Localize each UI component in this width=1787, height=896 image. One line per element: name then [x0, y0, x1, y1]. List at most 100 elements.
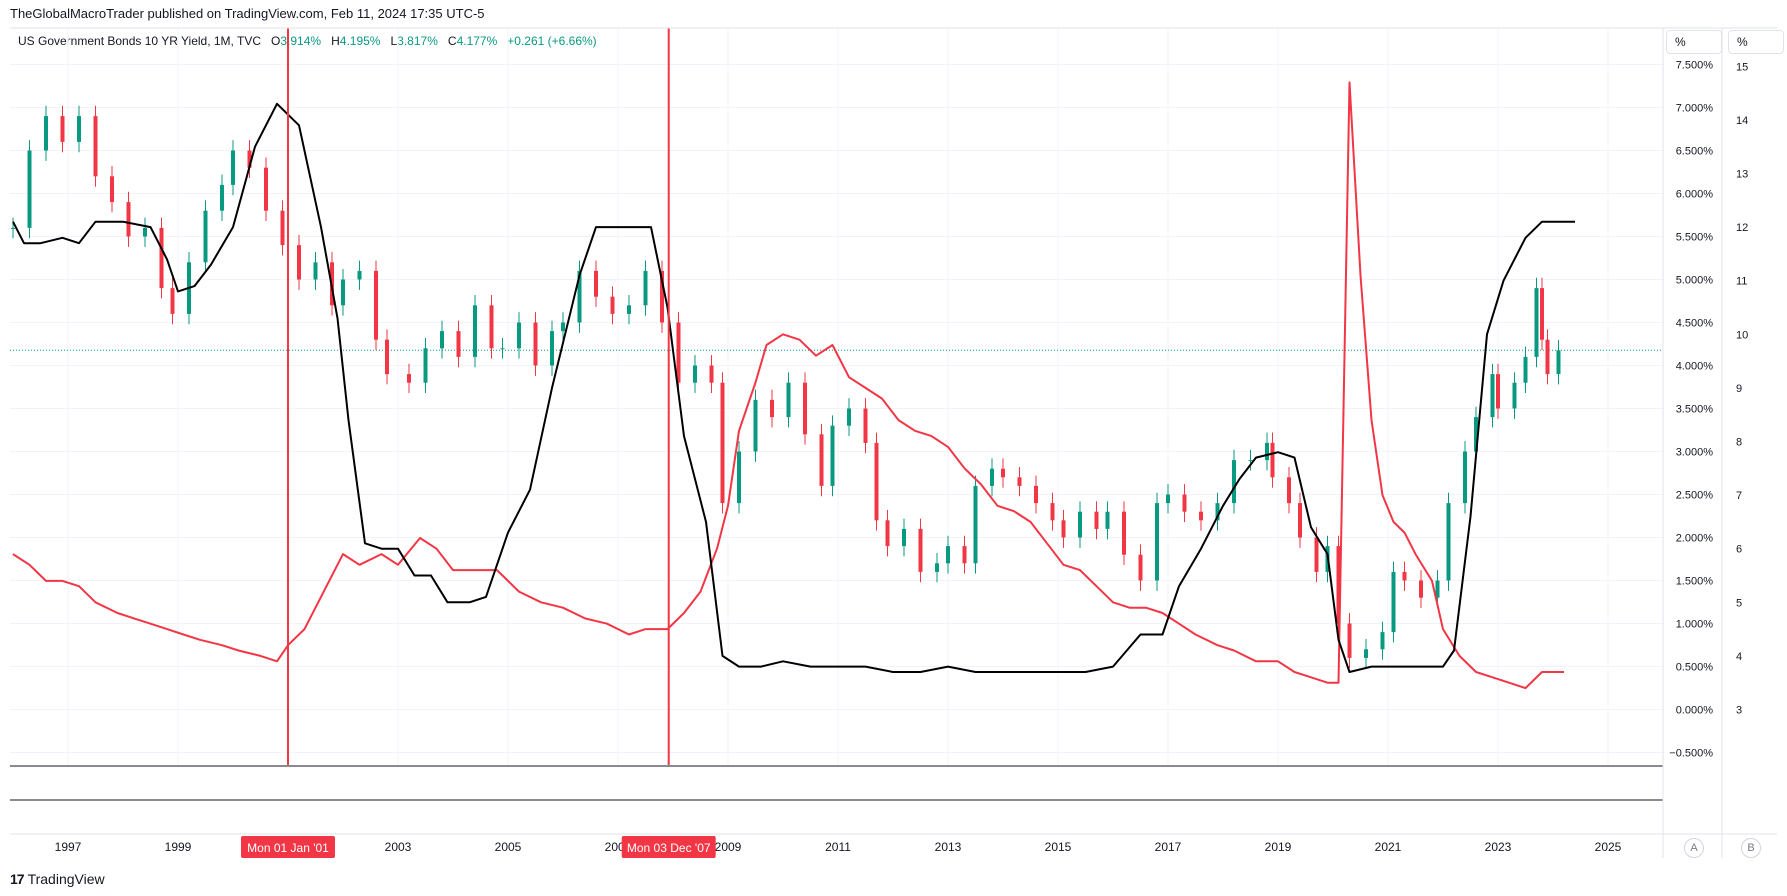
x-tick-label: 2003: [385, 840, 412, 854]
x-tick-label: 2011: [825, 840, 851, 854]
candle-body: [159, 227, 164, 289]
left-axis-label: 0.000%: [1676, 705, 1714, 717]
candle-body: [1364, 649, 1368, 658]
candle-body: [753, 399, 758, 452]
candle-body: [720, 382, 725, 504]
candle-body: [990, 468, 994, 486]
candle-body: [203, 210, 208, 263]
candle-body: [1001, 468, 1005, 478]
candle-body: [385, 339, 389, 375]
candle-body: [313, 262, 318, 280]
right-scale-unit-button[interactable]: %: [1728, 30, 1784, 54]
tradingview-logo: 17 TradingView: [10, 871, 105, 887]
right-axis-label: 13: [1736, 169, 1748, 181]
legend-symbol: US Government Bonds 10 YR Yield, 1M, TVC: [18, 34, 262, 48]
candle-body: [1402, 571, 1407, 581]
candle-body: [1287, 477, 1291, 504]
candle-body: [143, 227, 147, 237]
tradingview-logo-icon: 17: [10, 871, 25, 887]
left-axis-label: 7.500%: [1676, 60, 1714, 72]
candle-body: [1347, 623, 1352, 658]
date-highlight-label: Mon 01 Jan '01: [247, 841, 329, 855]
candle-body: [1446, 503, 1451, 581]
black-indicator-line: [12, 102, 1575, 673]
chart-grid: [10, 28, 1663, 765]
x-tick-label: 1997: [55, 840, 82, 854]
left-axis-label: 2.500%: [1676, 490, 1714, 502]
right-axis-label: 12: [1736, 222, 1748, 234]
right-axis-label: 14: [1736, 115, 1748, 127]
left-scale-unit-button[interactable]: %: [1666, 30, 1722, 54]
legend-low: 3.817%: [397, 34, 438, 48]
candle-body: [737, 451, 741, 504]
candle-body: [803, 382, 807, 435]
x-tick-label: 1999: [165, 840, 192, 854]
candle-body: [1314, 537, 1319, 572]
candle-body: [1474, 417, 1478, 452]
candle-body: [1050, 503, 1055, 521]
candle-body: [1419, 580, 1423, 598]
candle-body: [11, 227, 15, 229]
candle-body: [1380, 632, 1385, 650]
candle-body: [561, 322, 565, 332]
candle-body: [709, 365, 714, 383]
candle-body: [1061, 520, 1066, 538]
candle-body: [77, 116, 81, 142]
candle-body: [341, 279, 345, 306]
right-axis-label: 6: [1736, 544, 1742, 556]
candle-body: [902, 528, 906, 547]
candle-body: [1034, 485, 1038, 504]
legend-open: 3.914%: [280, 34, 322, 48]
log-scale-button[interactable]: B: [1741, 838, 1761, 858]
right-axis-label: 11: [1736, 276, 1747, 288]
candle-body: [1166, 494, 1170, 504]
red-indicator-line: [12, 81, 1564, 690]
x-tick-label: 2017: [1155, 840, 1182, 854]
candle-body: [93, 116, 98, 177]
legend-change: +0.261 (+6.66%): [507, 34, 597, 48]
candle-body: [1078, 511, 1082, 538]
candle-body: [247, 150, 252, 168]
right-axis-label: 4: [1736, 651, 1742, 663]
candle-body: [27, 150, 32, 228]
candle-body: [60, 116, 65, 142]
candle-body: [126, 202, 131, 237]
left-axis-label: 5.500%: [1676, 232, 1714, 244]
auto-scale-button[interactable]: A: [1684, 838, 1704, 858]
candle-body: [660, 270, 664, 323]
candle-body: [1540, 288, 1544, 340]
legend-low-key: L: [390, 34, 398, 48]
legend-close: 4.177%: [456, 34, 498, 48]
legend-close-key: C: [447, 34, 457, 48]
left-axis-label: 0.500%: [1676, 662, 1714, 674]
candle-body: [973, 485, 978, 564]
candle-body: [1122, 511, 1126, 555]
candle-body: [280, 210, 285, 246]
candle-body: [577, 270, 582, 323]
candle-body: [1496, 374, 1500, 409]
left-axis-label: 1.500%: [1676, 576, 1714, 588]
candle-body: [847, 408, 851, 426]
x-tick-label: 2013: [935, 840, 962, 854]
candle-body: [1105, 511, 1110, 529]
candle-body: [874, 442, 879, 521]
left-axis-label: 7.000%: [1676, 103, 1714, 115]
series-layer: [10, 28, 1663, 765]
candle-body: [627, 305, 631, 314]
candle-body: [44, 116, 48, 151]
publisher-caption: TheGlobalMacroTrader published on Tradin…: [10, 6, 485, 21]
left-axis-label: 6.500%: [1676, 146, 1714, 158]
left-axis-label: 3.500%: [1676, 404, 1714, 416]
candle-body: [676, 322, 681, 383]
candle-body: [407, 374, 411, 383]
series-legend: US Government Bonds 10 YR Yield, 1M, TVC…: [18, 34, 597, 48]
candle-body: [1512, 382, 1517, 409]
candle-body: [1534, 288, 1539, 357]
candle-body: [550, 331, 554, 366]
candle-body: [489, 305, 494, 349]
candle-body: [1199, 511, 1203, 521]
candle-body: [1094, 511, 1099, 529]
candle-body: [297, 245, 301, 280]
candle-body: [374, 270, 378, 340]
